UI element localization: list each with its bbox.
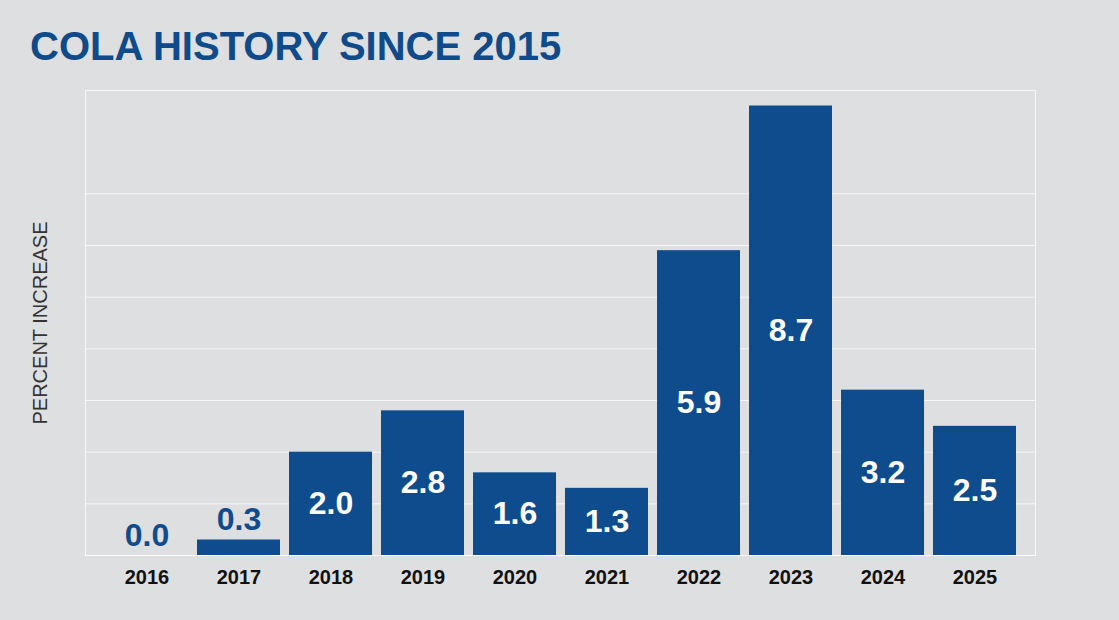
svg-text:8.7: 8.7	[769, 312, 813, 348]
svg-text:2022: 2022	[677, 566, 722, 588]
svg-text:1.3: 1.3	[585, 503, 629, 539]
svg-text:1.6: 1.6	[493, 495, 537, 531]
svg-text:2020: 2020	[493, 566, 538, 588]
svg-text:2019: 2019	[401, 566, 446, 588]
svg-text:0.0: 0.0	[125, 517, 169, 553]
svg-text:2.8: 2.8	[401, 464, 445, 500]
svg-text:3.2: 3.2	[861, 454, 905, 490]
svg-text:PERCENT INCREASE: PERCENT INCREASE	[29, 221, 51, 424]
svg-text:0.3: 0.3	[217, 501, 261, 537]
svg-text:2017: 2017	[217, 566, 262, 588]
svg-text:2021: 2021	[585, 566, 630, 588]
svg-text:2018: 2018	[309, 566, 354, 588]
svg-text:2016: 2016	[125, 566, 170, 588]
svg-text:2.5: 2.5	[953, 472, 997, 508]
svg-text:2024: 2024	[861, 566, 906, 588]
svg-text:2025: 2025	[953, 566, 998, 588]
svg-text:2.0: 2.0	[309, 485, 353, 521]
svg-text:5.9: 5.9	[677, 384, 721, 420]
html-text:COLA HISTORY SINCE 2015: COLA HISTORY SINCE 2015	[30, 24, 562, 68]
svg-text:2023: 2023	[769, 566, 814, 588]
